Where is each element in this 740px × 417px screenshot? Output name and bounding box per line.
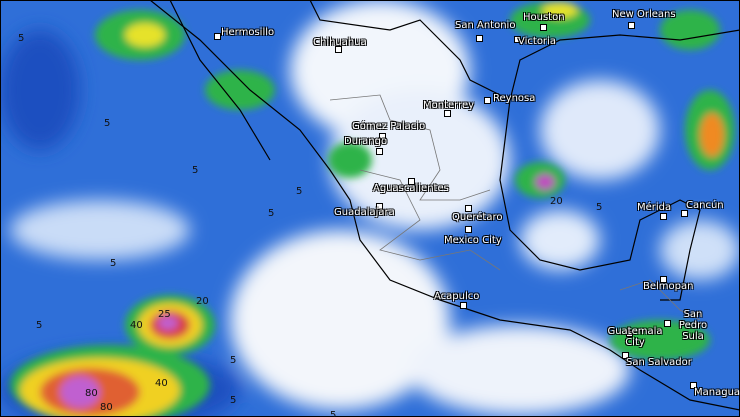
city-label: Durango xyxy=(344,136,388,147)
city-marker xyxy=(660,276,667,283)
contour-label: 5 xyxy=(18,33,25,44)
city-marker xyxy=(444,110,451,117)
city-label: Victoria xyxy=(518,36,556,47)
city-label: Mérida xyxy=(637,202,672,213)
city-marker xyxy=(540,24,547,31)
city-marker xyxy=(626,330,633,337)
city-marker xyxy=(514,36,521,43)
city-label: San Pedro Sula xyxy=(678,309,708,342)
city-label: Managua xyxy=(694,387,740,398)
city-marker xyxy=(465,205,472,212)
contour-label: 40 xyxy=(155,378,168,389)
city-label: Aguascalientes xyxy=(373,183,449,194)
contour-label: 5 xyxy=(330,410,337,417)
city-marker xyxy=(622,352,629,359)
contour-label: 5 xyxy=(104,118,111,129)
city-label: Cancún xyxy=(686,200,724,211)
city-label: Acapulco xyxy=(434,291,480,302)
city-label: New Orleans xyxy=(612,9,676,20)
city-label: Querétaro xyxy=(452,212,503,223)
city-label: Mexico City xyxy=(444,235,502,246)
city-marker xyxy=(660,213,667,220)
contour-label: 20 xyxy=(550,196,563,207)
city-marker xyxy=(476,35,483,42)
city-marker xyxy=(690,382,697,389)
city-marker xyxy=(379,133,386,140)
contour-label: 40 xyxy=(130,320,143,331)
city-marker xyxy=(681,210,688,217)
city-label: San Antonio xyxy=(455,20,516,31)
city-label: Monterrey xyxy=(423,100,475,111)
city-marker xyxy=(376,148,383,155)
contour-label: 25 xyxy=(158,309,171,320)
city-label: Reynosa xyxy=(493,93,536,104)
contour-label: 5 xyxy=(110,258,117,269)
contour-label: 5 xyxy=(268,208,275,219)
city-marker xyxy=(465,226,472,233)
contour-label: 5 xyxy=(230,395,237,406)
contour-label: 5 xyxy=(36,320,43,331)
city-marker xyxy=(460,302,467,309)
city-marker xyxy=(628,22,635,29)
city-marker xyxy=(376,203,383,210)
city-label: Guadalajara xyxy=(334,207,395,218)
city-label: Belmopan xyxy=(643,281,694,292)
city-marker xyxy=(335,46,342,53)
contour-label: 5 xyxy=(192,165,199,176)
city-label: Gómez Palacio xyxy=(352,121,426,132)
city-label: Guatemala City xyxy=(607,326,663,348)
contour-label: 5 xyxy=(230,355,237,366)
contour-label: 80 xyxy=(100,402,113,413)
city-marker xyxy=(214,33,221,40)
contour-label: 5 xyxy=(596,202,603,213)
city-label: Hermosillo xyxy=(221,27,275,38)
city-label: San Salvador xyxy=(626,357,692,368)
contour-label: 80 xyxy=(85,388,98,399)
city-marker xyxy=(664,320,671,327)
city-marker xyxy=(408,178,415,185)
city-label: Chihuahua xyxy=(313,37,367,48)
city-marker xyxy=(484,97,491,104)
contour-label: 5 xyxy=(296,186,303,197)
city-label: Houston xyxy=(523,12,565,23)
contour-label: 20 xyxy=(196,296,209,307)
